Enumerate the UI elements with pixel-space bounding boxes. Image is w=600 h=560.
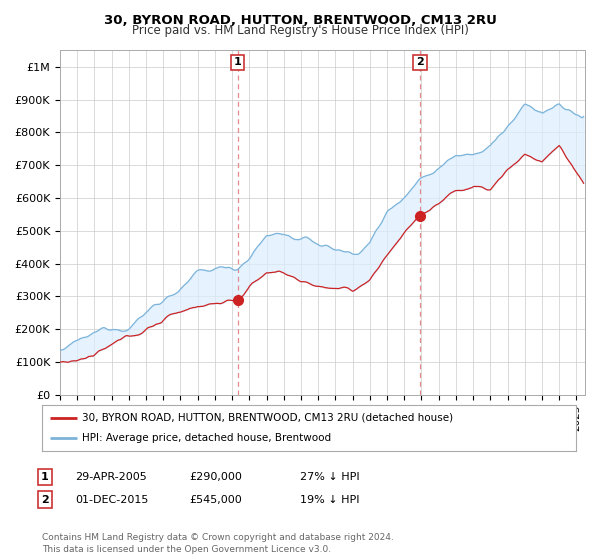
Text: £290,000: £290,000 [189,472,242,482]
Text: 1: 1 [41,472,49,482]
Text: 29-APR-2005: 29-APR-2005 [75,472,147,482]
Text: 30, BYRON ROAD, HUTTON, BRENTWOOD, CM13 2RU: 30, BYRON ROAD, HUTTON, BRENTWOOD, CM13 … [104,14,496,27]
Text: 1: 1 [234,58,242,67]
Text: 2: 2 [416,58,424,67]
Text: 27% ↓ HPI: 27% ↓ HPI [300,472,359,482]
Text: 01-DEC-2015: 01-DEC-2015 [75,494,148,505]
Text: Contains HM Land Registry data © Crown copyright and database right 2024.
This d: Contains HM Land Registry data © Crown c… [42,533,394,554]
Text: Price paid vs. HM Land Registry's House Price Index (HPI): Price paid vs. HM Land Registry's House … [131,24,469,37]
Text: 2: 2 [41,494,49,505]
Text: HPI: Average price, detached house, Brentwood: HPI: Average price, detached house, Bren… [82,433,331,443]
Text: £545,000: £545,000 [189,494,242,505]
Text: 19% ↓ HPI: 19% ↓ HPI [300,494,359,505]
Text: 30, BYRON ROAD, HUTTON, BRENTWOOD, CM13 2RU (detached house): 30, BYRON ROAD, HUTTON, BRENTWOOD, CM13 … [82,413,453,423]
